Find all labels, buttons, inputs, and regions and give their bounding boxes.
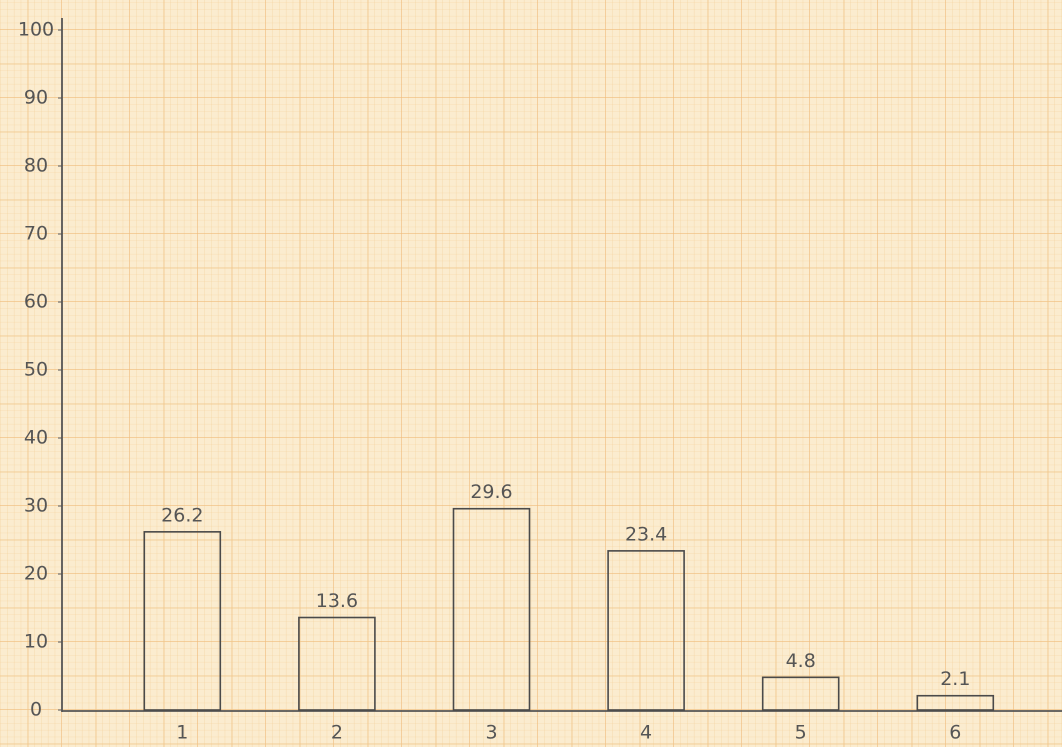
bar [143,531,222,711]
x-tick-label: 2 [331,722,343,744]
y-tick-label: 70 [24,223,48,245]
x-tick-label: 4 [640,722,652,744]
x-tick-label: 1 [176,722,188,744]
bar [607,550,685,711]
y-tick-label: 10 [24,631,48,653]
bar [452,507,531,711]
y-tick-label: 60 [24,291,48,313]
value-label: 13.6 [316,590,358,612]
value-label: 4.8 [786,650,816,672]
y-tick-label: 0 [30,699,42,721]
y-tick-label: 30 [24,495,48,517]
bar [298,616,376,711]
value-label: 2.1 [940,668,970,690]
value-label: 26.2 [161,504,203,526]
y-tick-label: 90 [24,87,48,109]
bar [761,676,840,711]
x-tick-label: 3 [485,722,497,744]
value-label: 29.6 [470,481,512,503]
x-tick-label: 6 [949,722,961,744]
y-tick-label: 40 [24,427,48,449]
bar [916,694,995,711]
y-tick-label: 50 [24,359,48,381]
x-tick-label: 5 [795,722,807,744]
y-tick-label: 100 [18,19,54,41]
y-tick-label: 80 [24,155,48,177]
y-tick-label: 20 [24,563,48,585]
value-label: 23.4 [625,523,667,545]
